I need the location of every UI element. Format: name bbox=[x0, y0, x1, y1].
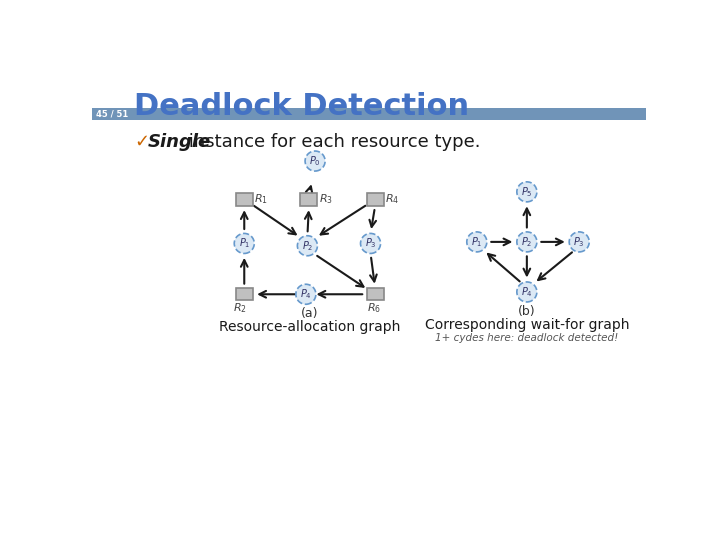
Circle shape bbox=[361, 233, 381, 253]
Text: Deadlock Detection: Deadlock Detection bbox=[134, 92, 469, 121]
Text: $P_3$: $P_3$ bbox=[365, 237, 377, 251]
FancyBboxPatch shape bbox=[366, 193, 384, 206]
FancyBboxPatch shape bbox=[235, 193, 253, 206]
Circle shape bbox=[297, 236, 318, 256]
Text: $R_6$: $R_6$ bbox=[366, 301, 381, 315]
Circle shape bbox=[305, 151, 325, 171]
Circle shape bbox=[296, 284, 316, 304]
Text: Corresponding wait-for graph: Corresponding wait-for graph bbox=[425, 318, 629, 332]
Text: $R_2$: $R_2$ bbox=[233, 301, 248, 315]
Text: (b): (b) bbox=[518, 305, 536, 318]
Text: ✓: ✓ bbox=[134, 132, 149, 151]
FancyBboxPatch shape bbox=[366, 288, 384, 300]
Text: Single: Single bbox=[148, 132, 210, 151]
FancyBboxPatch shape bbox=[92, 108, 647, 120]
Text: 1+ cydes here: deadlock detected!: 1+ cydes here: deadlock detected! bbox=[435, 333, 618, 343]
Text: $P_1$: $P_1$ bbox=[238, 237, 250, 251]
Text: $P_2$: $P_2$ bbox=[521, 235, 533, 249]
Text: instance for each resource type.: instance for each resource type. bbox=[183, 132, 480, 151]
Text: $P_4$: $P_4$ bbox=[300, 287, 312, 301]
Text: $P_1$: $P_1$ bbox=[471, 235, 482, 249]
Text: (a): (a) bbox=[301, 307, 318, 320]
Circle shape bbox=[517, 232, 537, 252]
Text: $P_4$: $P_4$ bbox=[521, 285, 533, 299]
Text: $R_1$: $R_1$ bbox=[254, 193, 269, 206]
Text: $P_2$: $P_2$ bbox=[302, 239, 313, 253]
Circle shape bbox=[570, 232, 589, 252]
Text: $P_3$: $P_3$ bbox=[573, 235, 585, 249]
Circle shape bbox=[517, 282, 537, 302]
Circle shape bbox=[234, 233, 254, 253]
FancyBboxPatch shape bbox=[235, 288, 253, 300]
Circle shape bbox=[467, 232, 487, 252]
Text: 45 / 51: 45 / 51 bbox=[96, 110, 128, 119]
Circle shape bbox=[517, 182, 537, 202]
Text: $P_5$: $P_5$ bbox=[521, 185, 533, 199]
FancyBboxPatch shape bbox=[300, 193, 318, 206]
Text: $R_4$: $R_4$ bbox=[385, 193, 400, 206]
Text: $P_0$: $P_0$ bbox=[309, 154, 321, 168]
Text: Resource-allocation graph: Resource-allocation graph bbox=[219, 320, 400, 334]
Text: $R_3$: $R_3$ bbox=[319, 193, 333, 206]
